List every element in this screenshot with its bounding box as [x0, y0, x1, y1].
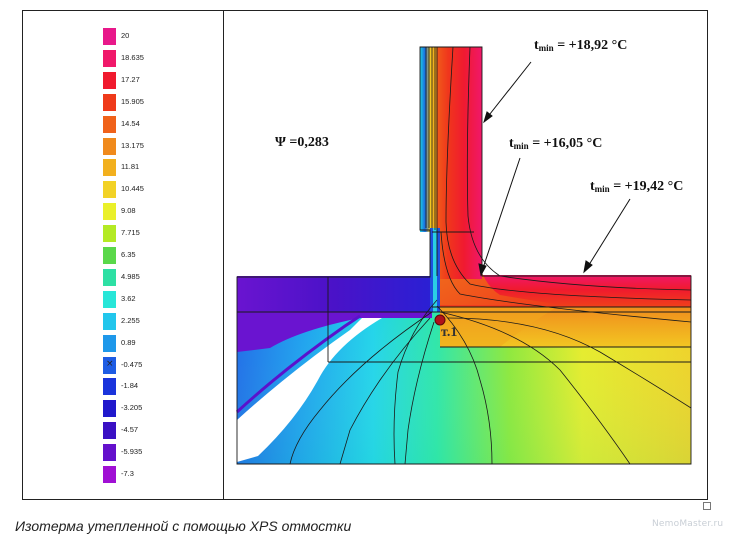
legend-swatch	[103, 334, 116, 352]
resize-handle[interactable]	[703, 502, 711, 510]
legend-label: 4.985	[121, 271, 140, 281]
legend-item: 7.715	[103, 225, 203, 243]
legend-swatch	[103, 28, 116, 45]
tmin-label-2: tmin = +16,05 °C	[509, 136, 603, 151]
legend-label: -3.205	[121, 403, 143, 413]
legend-label: 18.635	[121, 52, 144, 62]
point-marker	[434, 314, 446, 326]
legend-item: -7.3	[103, 466, 203, 483]
legend-item: 15.905	[103, 93, 203, 111]
figure-divider	[223, 10, 224, 500]
legend-swatch	[103, 93, 116, 111]
legend-swatch	[103, 137, 116, 155]
legend-label: 14.54	[121, 118, 140, 128]
legend-item: 11.81	[103, 159, 203, 177]
legend-item: 6.35	[103, 247, 203, 264]
legend-swatch	[103, 49, 116, 67]
legend-swatch	[103, 400, 116, 418]
psi-value: Ψ =0,283	[275, 135, 329, 150]
foundation-stem-inner	[433, 228, 437, 312]
legend-item: 20	[103, 28, 203, 45]
facade-insulation	[420, 47, 437, 232]
frozen-zone-edge	[235, 314, 361, 414]
legend-item: 14.54	[103, 115, 203, 133]
legend-item: 10.445	[103, 181, 203, 199]
annotation-arrows	[478, 61, 631, 277]
legend-swatch	[103, 466, 116, 483]
isotherm-lines	[289, 46, 692, 465]
frozen-zone	[237, 318, 382, 462]
geometry-outlines	[236, 46, 692, 465]
legend-label: 2.255	[121, 315, 140, 325]
legend-label: 15.905	[121, 96, 144, 106]
legend-swatch	[103, 181, 116, 199]
legend-item: -3.205	[103, 400, 203, 418]
legend-item: 0.89	[103, 334, 203, 352]
xps-insulation	[237, 276, 432, 312]
legend-swatch	[103, 422, 116, 440]
legend-label: 9.08	[121, 206, 136, 216]
legend-item: 4.985	[103, 268, 203, 286]
legend-item: 2.255	[103, 312, 203, 330]
xps-underside	[237, 312, 432, 352]
figure-frame	[22, 10, 708, 500]
legend-item: 9.08	[103, 203, 203, 221]
legend-item: × -0.475	[103, 356, 203, 374]
legend-swatch	[103, 312, 116, 330]
legend-swatch	[103, 444, 116, 462]
legend-label: -5.935	[121, 447, 143, 457]
watermark: NemoMaster.ru	[652, 519, 724, 529]
legend-label: 10.445	[121, 184, 144, 194]
legend-item: -1.84	[103, 378, 203, 396]
legend-swatch	[103, 356, 116, 374]
legend-label: 11.81	[121, 162, 140, 172]
legend-swatch	[103, 115, 116, 133]
point-label: т.1	[441, 325, 458, 340]
legend-swatch	[103, 71, 116, 89]
legend-label: 6.35	[121, 250, 136, 259]
legend-swatch	[103, 268, 116, 286]
legend-swatch	[103, 159, 116, 177]
wall-body	[437, 47, 482, 279]
legend-label: 7.715	[121, 228, 140, 238]
legend-swatch	[103, 247, 116, 264]
legend-label: 17.27	[121, 74, 140, 84]
legend-label: -4.57	[121, 425, 139, 435]
legend-label: -1.84	[121, 381, 139, 391]
legend-label: -0.475	[121, 359, 143, 369]
legend-swatch	[103, 203, 116, 221]
legend-item: 17.27	[103, 71, 203, 89]
figure-caption: Изотерма утепленной с помощью XPS отмост…	[15, 518, 352, 534]
legend-item: 13.175	[103, 137, 203, 155]
legend-label: 20	[121, 31, 130, 40]
legend-label: 3.62	[121, 293, 136, 303]
legend-item: -5.935	[103, 444, 203, 462]
legend-item: 18.635	[103, 49, 203, 67]
legend-item: 3.62	[103, 290, 203, 308]
tmin-label-3: tmin = +19,42 °C	[590, 179, 684, 194]
tmin-label-1: tmin = +18,92 °C	[534, 38, 628, 53]
slab-base-blend	[440, 305, 560, 347]
legend-label: 13.175	[121, 140, 144, 150]
legend-swatch	[103, 290, 116, 308]
legend-label: 0.89	[121, 337, 136, 347]
legend-label: -7.3	[121, 469, 134, 478]
legend-marker: ×	[106, 358, 114, 369]
legend-item: -4.57	[103, 422, 203, 440]
legend-swatch	[103, 225, 116, 243]
legend-swatch	[103, 378, 116, 396]
